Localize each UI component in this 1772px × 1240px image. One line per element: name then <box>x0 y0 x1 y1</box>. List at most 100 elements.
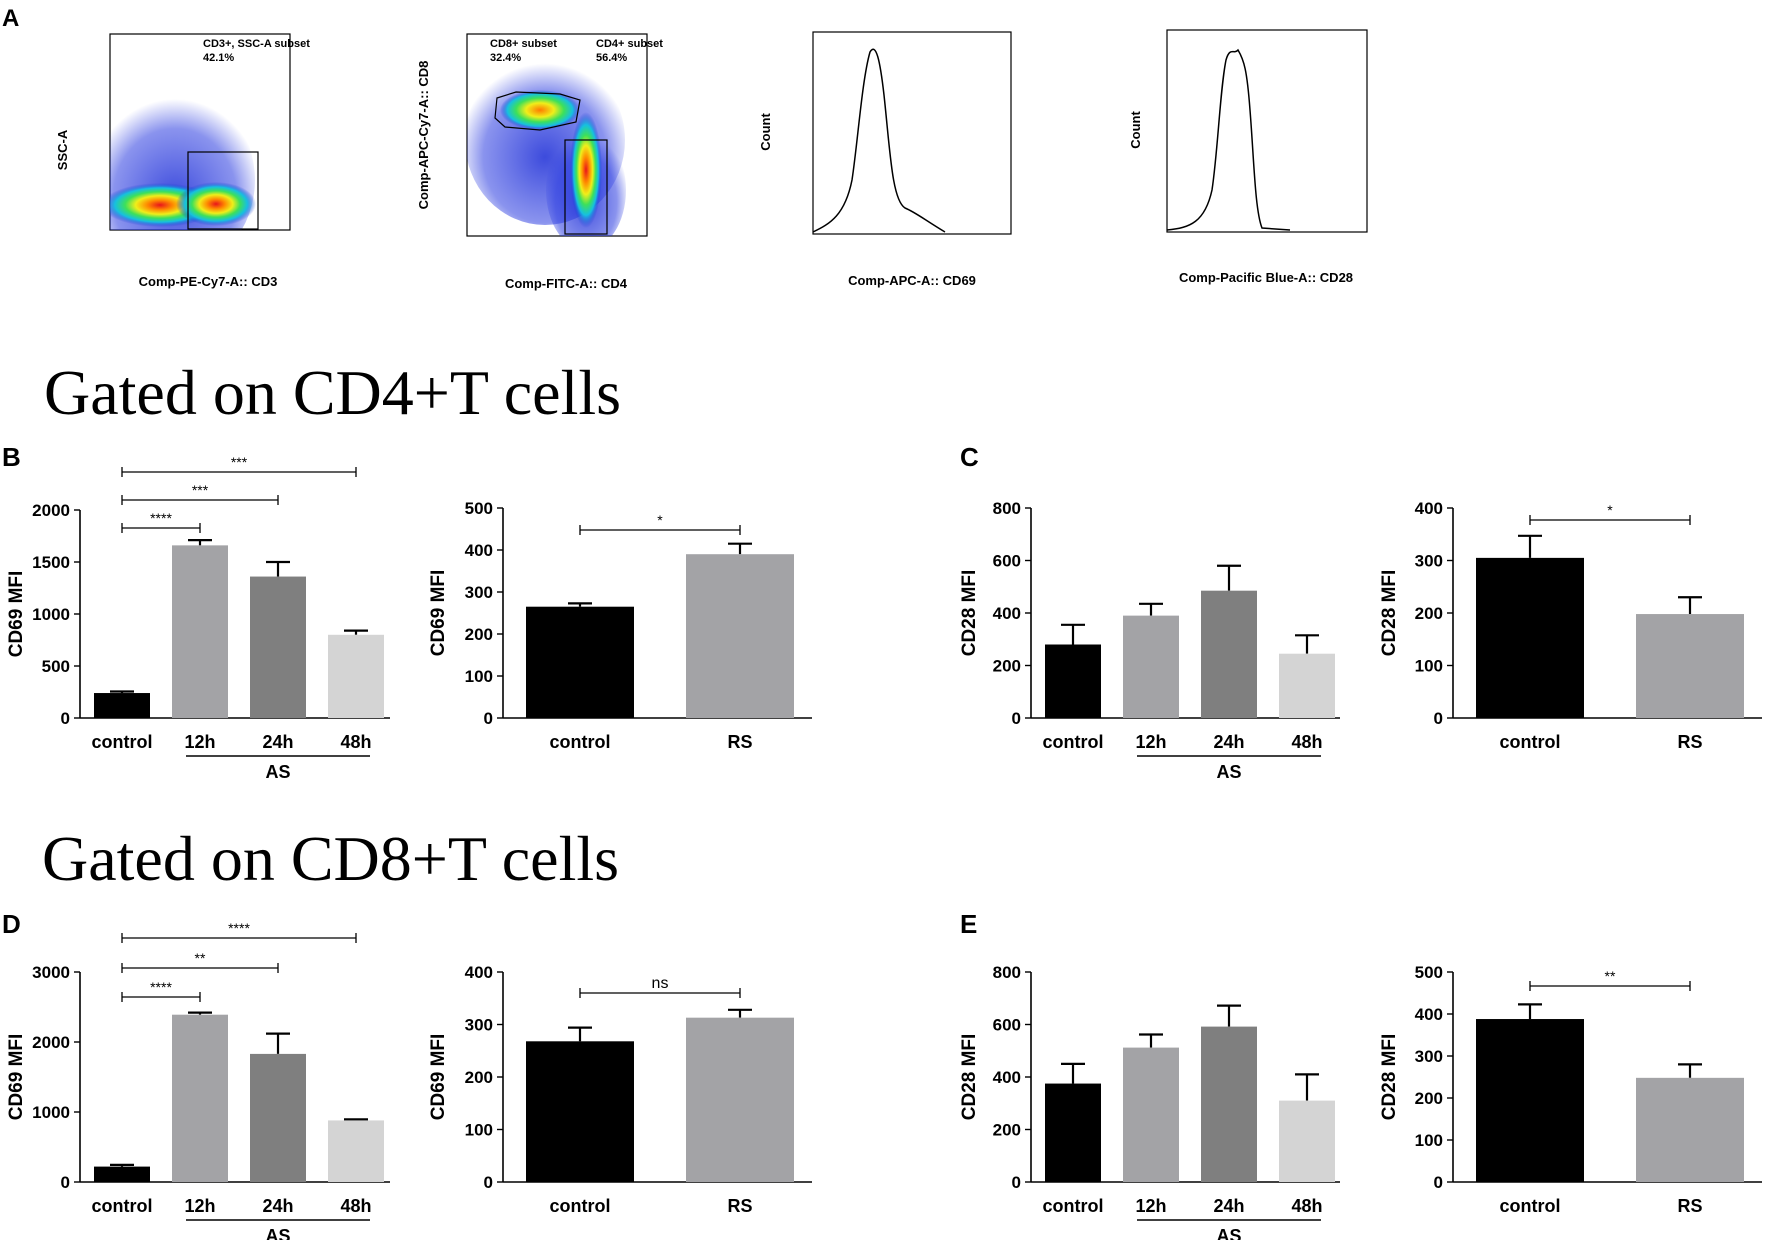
bar-control <box>526 606 634 718</box>
y-tick-label: 400 <box>465 541 493 560</box>
bar-chart-e2: 0 100 200 300 400 500 CD28 MFI control RS ** <box>1379 963 1762 1216</box>
bar-48h <box>1279 653 1335 718</box>
category-label: control <box>92 732 153 752</box>
y-tick-label: 500 <box>465 499 493 518</box>
flow-plot-cd3: CD3+, SSC-A subset 42.1% SSC-A Comp-PE-C… <box>55 33 310 289</box>
y-tick-label: 200 <box>465 625 493 644</box>
category-label: control <box>1500 1196 1561 1216</box>
y-tick-label: 200 <box>993 1121 1021 1140</box>
panel-letter-d: D <box>2 909 21 939</box>
bar-12h <box>1123 1047 1179 1182</box>
flow-p2-xlabel: Comp-FITC-A:: CD4 <box>505 276 628 291</box>
gate-cd8-value: 32.4% <box>490 52 521 64</box>
bar-control <box>94 1166 150 1182</box>
significance-label: **** <box>150 510 172 526</box>
y-tick-label: 0 <box>1012 1173 1021 1192</box>
category-label: 24h <box>1213 732 1244 752</box>
category-label: 24h <box>262 732 293 752</box>
significance-label: ** <box>1605 968 1616 984</box>
bar-control <box>1045 1083 1101 1182</box>
y-tick-label: 0 <box>1434 1173 1443 1192</box>
y-tick-label: 1000 <box>32 605 70 624</box>
y-tick-label: 300 <box>465 1016 493 1035</box>
significance-label: * <box>657 512 663 528</box>
group-label: AS <box>1216 1226 1241 1240</box>
category-label: 48h <box>340 1196 371 1216</box>
gate-cd3-label: CD3+, SSC-A subset <box>203 38 310 50</box>
category-label: control <box>550 1196 611 1216</box>
flow-histogram-cd28: Count Comp-Pacific Blue-A:: CD28 <box>1128 29 1368 285</box>
category-label: control <box>550 732 611 752</box>
y-tick-label: 200 <box>1415 1089 1443 1108</box>
bar-control <box>1045 644 1101 718</box>
bar-chart-d1: 0 1000 2000 3000 CD69 MFI control 12h 24h 48h AS *… <box>6 920 390 1240</box>
bar-48h <box>1279 1100 1335 1182</box>
y-axis-label: CD28 MFI <box>959 1034 980 1121</box>
bar-24h <box>1201 590 1257 718</box>
bar-chart-d2: 0 100 200 300 400 CD69 MFI control RS ns <box>428 963 812 1216</box>
flow-p2-ylabel: Comp-APC-Cy7-A:: CD8 <box>416 61 431 210</box>
y-tick-label: 100 <box>1415 1131 1443 1150</box>
category-label: 48h <box>1291 1196 1322 1216</box>
bar-12h <box>172 1014 228 1182</box>
category-label: RS <box>727 732 752 752</box>
group-label: AS <box>265 762 290 782</box>
category-label: RS <box>1677 1196 1702 1216</box>
category-label: 48h <box>340 732 371 752</box>
gate-cd8-label: CD8+ subset <box>490 38 557 50</box>
y-tick-label: 400 <box>1415 1005 1443 1024</box>
y-tick-label: 800 <box>993 963 1021 982</box>
y-tick-label: 0 <box>484 1173 493 1192</box>
bar-chart-b1: 0 500 1000 1500 2000 CD69 MFI control 12h 24h 48h… <box>6 454 390 782</box>
section-title-cd4: Gated on CD4+T cells <box>44 357 621 428</box>
bar-24h <box>250 576 306 718</box>
y-tick-label: 300 <box>1415 1047 1443 1066</box>
significance-label: *** <box>231 454 248 470</box>
y-axis-label: CD69 MFI <box>428 570 449 657</box>
bar-control <box>526 1041 634 1182</box>
bar-chart-c1: 0 200 400 600 800 CD28 MFI control 12h 24h 48h AS <box>959 499 1340 782</box>
y-tick-label: 0 <box>484 709 493 728</box>
histogram-cd28-curve <box>1166 48 1291 231</box>
bar-48h <box>328 1120 384 1182</box>
y-tick-label: 100 <box>465 1121 493 1140</box>
y-tick-label: 300 <box>465 583 493 602</box>
gate-cd3 <box>187 151 259 230</box>
bar-rs <box>1636 614 1744 718</box>
flow-p1-ylabel: SSC-A <box>55 129 70 170</box>
group-label: AS <box>265 1226 290 1240</box>
category-label: 48h <box>1291 732 1322 752</box>
category-label: 12h <box>1135 732 1166 752</box>
significance-label: * <box>1607 502 1613 518</box>
y-tick-label: 400 <box>993 1068 1021 1087</box>
significance-label: **** <box>150 979 172 995</box>
significance-label: **** <box>228 920 250 936</box>
bar-12h <box>172 545 228 718</box>
significance-label: ** <box>195 950 206 966</box>
panel-letter-e: E <box>960 909 977 939</box>
y-axis-label: CD28 MFI <box>959 570 980 657</box>
y-axis-label: CD69 MFI <box>6 571 27 658</box>
gate-cd4-value: 56.4% <box>596 52 627 64</box>
y-tick-label: 200 <box>993 657 1021 676</box>
bar-48h <box>328 634 384 718</box>
y-tick-label: 400 <box>1415 499 1443 518</box>
y-tick-label: 400 <box>465 963 493 982</box>
group-label: AS <box>1216 762 1241 782</box>
y-tick-label: 300 <box>1415 552 1443 571</box>
bar-chart-c2: 0 100 200 300 400 CD28 MFI control RS * <box>1379 499 1762 752</box>
y-tick-label: 1000 <box>32 1103 70 1122</box>
y-tick-label: 600 <box>993 1016 1021 1035</box>
category-label: RS <box>727 1196 752 1216</box>
bar-rs <box>1636 1077 1744 1182</box>
y-tick-label: 0 <box>1012 709 1021 728</box>
significance-label: ns <box>652 975 669 992</box>
section-title-cd8: Gated on CD8+T cells <box>42 823 619 894</box>
y-tick-label: 2000 <box>32 501 70 520</box>
category-label: 12h <box>184 1196 215 1216</box>
bar-rs <box>686 554 794 718</box>
flow-p4-ylabel: Count <box>1128 111 1143 149</box>
category-label: 24h <box>262 1196 293 1216</box>
category-label: RS <box>1677 732 1702 752</box>
